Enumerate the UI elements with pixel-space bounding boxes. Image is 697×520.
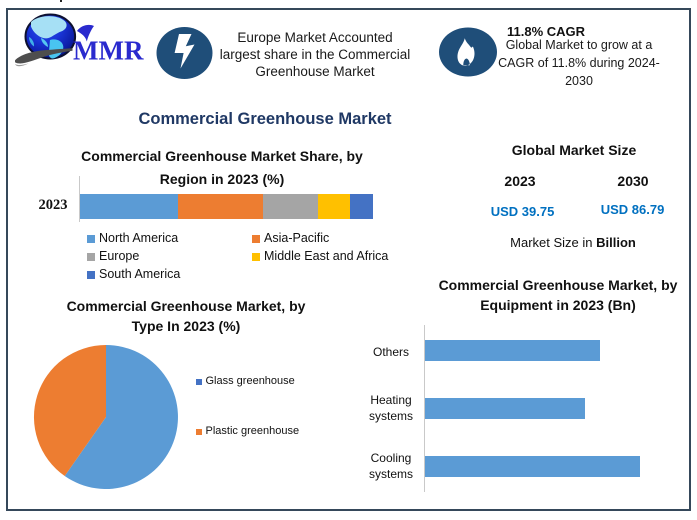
svg-text:MMR: MMR <box>73 36 144 66</box>
